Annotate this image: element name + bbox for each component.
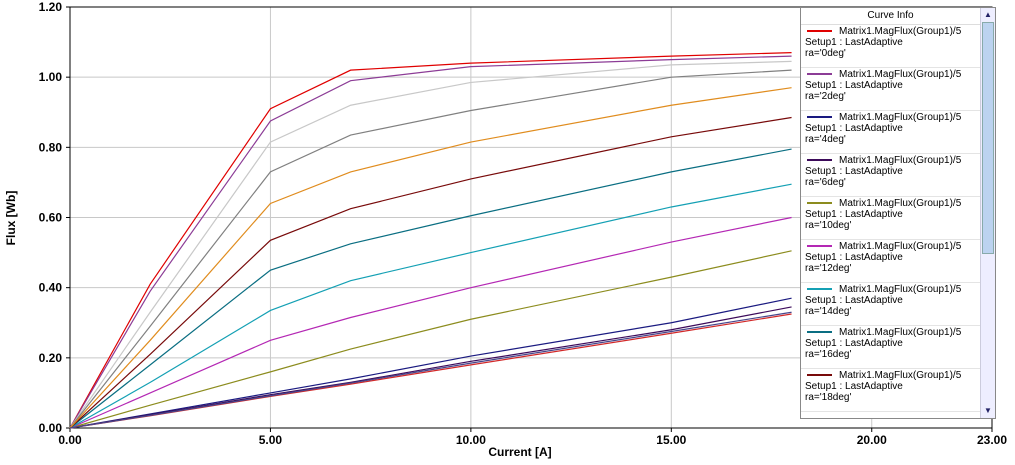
series-line: [69, 250, 792, 429]
series-line: [69, 60, 792, 429]
y-tick-label: 0.20: [39, 351, 63, 365]
series-line: [69, 69, 792, 429]
series-line: [69, 297, 792, 429]
series-line: [69, 55, 792, 429]
legend-label: Matrix1.MagFlux(Group1)/5 Setup1 : LastA…: [805, 370, 962, 403]
y-tick-label: 1.20: [39, 0, 63, 14]
scroll-down[interactable]: ▼: [984, 406, 992, 415]
legend-label: Matrix1.MagFlux(Group1)/5 Setup1 : LastA…: [805, 198, 962, 231]
series-line: [69, 116, 792, 429]
legend-entry[interactable]: Matrix1.MagFlux(Group1)/5 Setup1 : LastA…: [801, 25, 980, 68]
y-tick-label: 0.00: [39, 421, 63, 435]
scroll-up[interactable]: ▲: [984, 10, 992, 19]
legend-swatch: [807, 159, 832, 161]
legend-entry[interactable]: Matrix1.MagFlux(Group1)/5 Setup1 : LastA…: [801, 197, 980, 240]
y-axis-label: Flux [Wb]: [4, 191, 18, 246]
legend-entry[interactable]: Matrix1.MagFlux(Group1)/5 Setup1 : LastA…: [801, 68, 980, 111]
legend-swatch: [807, 73, 832, 75]
legend-entry[interactable]: Matrix1.MagFlux(Group1)/5 Setup1 : LastA…: [801, 326, 980, 369]
legend-label: Matrix1.MagFlux(Group1)/5 Setup1 : LastA…: [805, 327, 962, 360]
series-line: [69, 148, 792, 429]
y-tick-label: 0.40: [39, 281, 63, 295]
y-tick-label: 0.80: [39, 140, 63, 154]
legend-swatch: [807, 116, 832, 118]
series-line: [69, 311, 792, 429]
legend-swatch: [807, 245, 832, 247]
legend-label: Matrix1.MagFlux(Group1)/5 Setup1 : LastA…: [805, 112, 962, 145]
legend[interactable]: Curve Info ▲ ▼ Matrix1.MagFlux(Group1)/5…: [800, 7, 996, 419]
legend-swatch: [807, 331, 832, 333]
legend-label: Matrix1.MagFlux(Group1)/5 Setup1 : LastA…: [805, 26, 962, 59]
scroll-thumb[interactable]: [982, 22, 994, 254]
legend-entry[interactable]: Matrix1.MagFlux(Group1)/5 Setup1 : LastA…: [801, 154, 980, 197]
legend-swatch: [807, 374, 832, 376]
legend-entry[interactable]: Matrix1.MagFlux(Group1)/5 Setup1 : LastA…: [801, 240, 980, 283]
legend-swatch: [807, 30, 832, 32]
x-tick-label: 5.00: [259, 433, 283, 447]
legend-label: Matrix1.MagFlux(Group1)/5 Setup1 : LastA…: [805, 69, 962, 102]
series-line: [69, 306, 792, 429]
y-tick-label: 1.00: [39, 70, 63, 84]
legend-swatch: [807, 288, 832, 290]
legend-label: Matrix1.MagFlux(Group1)/5 Setup1 : LastA…: [805, 241, 962, 274]
legend-entry[interactable]: Matrix1.MagFlux(Group1)/5 Setup1 : LastA…: [801, 111, 980, 154]
x-tick-label: 15.00: [656, 433, 686, 447]
series-line: [69, 216, 792, 429]
legend-entry[interactable]: Matrix1.MagFlux(Group1)/5 Setup1 : LastA…: [801, 369, 980, 412]
x-tick-label: 0.00: [58, 433, 82, 447]
legend-label: Matrix1.MagFlux(Group1)/5 Setup1 : LastA…: [805, 284, 962, 317]
legend-title: Curve Info: [801, 8, 980, 25]
legend-swatch: [807, 202, 832, 204]
x-tick-label: 23.00: [977, 433, 1007, 447]
legend-label: Matrix1.MagFlux(Group1)/5 Setup1 : LastA…: [805, 155, 962, 188]
x-tick-label: 20.00: [857, 433, 887, 447]
series-line: [69, 87, 792, 429]
x-axis-label: Current [A]: [488, 445, 551, 459]
y-tick-label: 0.60: [39, 211, 63, 225]
x-tick-label: 10.00: [456, 433, 486, 447]
legend-entry[interactable]: Matrix1.MagFlux(Group1)/5 Setup1 : LastA…: [801, 283, 980, 326]
scrollbar[interactable]: ▲ ▼: [980, 8, 995, 418]
series-line: [69, 52, 792, 429]
series-line: [69, 183, 792, 429]
